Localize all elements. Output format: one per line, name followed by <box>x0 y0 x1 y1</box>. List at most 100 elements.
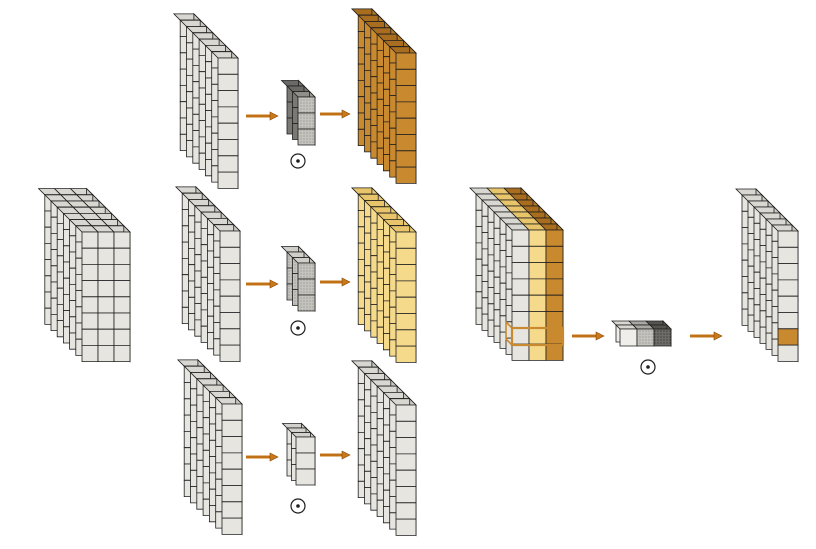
cube-face <box>297 262 316 280</box>
branch-2-feature-map <box>174 185 241 363</box>
fused-output-map <box>735 188 799 363</box>
cube-face <box>395 502 417 520</box>
cube-face <box>528 229 547 247</box>
cube-face <box>81 328 99 346</box>
cube-face <box>221 403 243 421</box>
cube-face <box>395 329 417 347</box>
arrow-head <box>269 111 279 121</box>
cube-face <box>297 96 316 114</box>
cube-face <box>395 345 417 363</box>
branch-2-arrow-out <box>320 277 351 287</box>
branch-3-feature-map <box>176 358 243 536</box>
cube-face <box>219 344 241 362</box>
cube-face <box>528 262 547 280</box>
arrow-head <box>713 331 723 341</box>
cube-face <box>619 328 638 347</box>
cube-face <box>395 101 417 119</box>
cube-face <box>511 343 530 361</box>
cube-face <box>545 262 564 280</box>
cube-face <box>221 517 243 535</box>
cube-face <box>545 327 564 345</box>
cube-face <box>297 278 316 296</box>
cube-face <box>113 231 131 249</box>
cube-face <box>777 246 799 265</box>
cube-face <box>217 57 239 75</box>
branch-2-operator <box>290 320 306 336</box>
branch-3-arrow-out <box>320 450 351 460</box>
cube-face <box>221 485 243 503</box>
cube-face <box>81 312 99 330</box>
cube-face <box>219 328 241 346</box>
cube-face <box>97 328 115 346</box>
cube-face <box>511 294 530 312</box>
cube-face <box>395 453 417 471</box>
arrow-head <box>595 331 605 341</box>
branch-1-arrow-out <box>320 109 351 119</box>
cube-face <box>395 68 417 86</box>
highlight-region <box>510 326 565 347</box>
cube-face <box>395 264 417 282</box>
cube-face <box>217 106 239 124</box>
cube-face <box>113 296 131 314</box>
cube-face <box>113 247 131 265</box>
cube-face <box>528 327 547 345</box>
branch-3-arrow-in <box>246 452 279 462</box>
cube-face <box>545 343 564 361</box>
cube-face <box>221 436 243 454</box>
branch-2-output-map <box>350 186 417 364</box>
cube-face <box>221 468 243 486</box>
cube-face <box>395 296 417 314</box>
fusion-kernel <box>611 320 672 347</box>
cube-face <box>777 328 799 346</box>
cube-face <box>113 344 131 363</box>
cube-face <box>511 327 530 345</box>
branch-3-kernel <box>281 422 316 486</box>
branch-1-operator <box>290 153 306 169</box>
arrow-head <box>269 279 279 289</box>
input-feature-map <box>37 187 131 363</box>
cube-face <box>81 247 99 265</box>
cube-face <box>777 344 799 362</box>
branch-2-kernel <box>280 245 316 312</box>
merged-arrow-out <box>690 331 723 341</box>
cube-face <box>113 280 131 298</box>
cube-face <box>395 247 417 266</box>
cube-face <box>217 73 239 91</box>
cube-face <box>395 117 417 135</box>
cube-face <box>777 279 799 297</box>
cube-face <box>511 262 530 280</box>
branch-3-output-map <box>350 359 417 537</box>
cube-face <box>395 231 417 249</box>
branch-3-operator <box>290 498 306 514</box>
branch-2-arrow-in <box>246 279 279 289</box>
cube-face <box>545 294 564 312</box>
cube-face <box>636 328 655 347</box>
cube-face <box>81 231 99 249</box>
cube-face <box>217 155 239 173</box>
cube-face <box>528 245 547 264</box>
cube-face <box>97 344 115 363</box>
cube-face <box>113 263 131 282</box>
cube-face <box>217 90 239 108</box>
cube-face <box>395 85 417 103</box>
cube-face <box>219 230 241 248</box>
cube-face <box>221 501 243 519</box>
cube-face <box>297 112 316 130</box>
cube-face <box>395 52 417 70</box>
cube-face <box>219 246 241 265</box>
cube-face <box>528 343 547 361</box>
cube-face <box>395 486 417 504</box>
cube-face <box>217 139 239 157</box>
arrow-head <box>341 277 351 287</box>
cube-face <box>295 468 316 486</box>
cube-face <box>395 134 417 152</box>
arrow-head <box>341 450 351 460</box>
cube-face <box>511 278 530 296</box>
cube-face <box>219 312 241 330</box>
cube-face <box>395 150 417 168</box>
cube-face <box>545 245 564 264</box>
cube-face <box>297 128 316 146</box>
cube-face <box>545 311 564 329</box>
cube-face <box>221 419 243 438</box>
